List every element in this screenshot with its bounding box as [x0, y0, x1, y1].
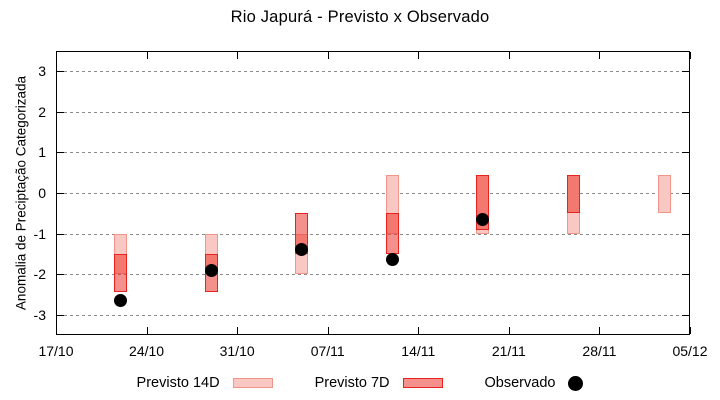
- dot-observado: [114, 294, 128, 307]
- bar-previsto-7d: [385, 213, 399, 254]
- gridline-y-1: [58, 152, 688, 154]
- y-tick-right: [682, 71, 689, 73]
- y-tick-label: 1: [38, 144, 46, 161]
- y-tick-left: [57, 111, 64, 113]
- bar-previsto-14d: [657, 174, 671, 214]
- y-tick-label: 2: [38, 103, 46, 120]
- bar-previsto-7d: [567, 174, 581, 214]
- x-tick-bottom: [508, 327, 510, 334]
- x-tick-bottom: [327, 327, 329, 334]
- x-tick-label: 07/11: [310, 343, 345, 359]
- legend: Previsto 14D Previsto 7D Observado: [0, 370, 720, 396]
- x-tick-label: 28/11: [582, 343, 617, 359]
- x-tick-top: [599, 52, 601, 59]
- x-tick-bottom: [599, 327, 601, 334]
- gridline-y--3: [58, 314, 688, 316]
- legend-label-observado: Observado: [484, 375, 556, 391]
- y-tick-right: [682, 111, 689, 113]
- x-tick-label: 05/12: [672, 343, 708, 359]
- gridline-y-0: [58, 193, 688, 194]
- x-tick-top: [56, 52, 57, 59]
- legend-swatch-previsto-7d-icon: [402, 378, 443, 388]
- legend-item-observado: Observado: [485, 375, 584, 391]
- y-tick-right: [682, 314, 689, 316]
- y-tick-right: [682, 193, 689, 194]
- x-tick-top: [327, 52, 329, 59]
- legend-label-previsto-7d: Previsto 7D: [314, 375, 390, 391]
- dot-observado: [204, 263, 218, 277]
- x-tick-label: 21/11: [491, 343, 526, 359]
- gridline-y--1: [58, 233, 688, 235]
- y-tick-label: 3: [38, 63, 46, 80]
- legend-item-previsto-7d: Previsto 7D: [315, 375, 443, 391]
- x-tick-label: 24/10: [129, 343, 165, 359]
- x-tick-bottom: [418, 327, 420, 334]
- x-tick-bottom: [146, 327, 148, 334]
- y-tick-left: [57, 152, 64, 154]
- gridline-y--2: [58, 274, 688, 276]
- x-tick-bottom: [56, 327, 57, 334]
- y-tick-left: [57, 233, 64, 235]
- legend-swatch-previsto-14d-icon: [232, 378, 273, 388]
- gridline-y-3: [58, 71, 688, 73]
- x-tick-top: [508, 52, 510, 59]
- y-tick-right: [682, 274, 689, 276]
- y-tick-label: -3: [33, 306, 46, 323]
- x-tick-top: [418, 52, 420, 59]
- x-tick-label: 14/11: [401, 343, 436, 359]
- legend-marker-observado-icon: [568, 375, 584, 391]
- x-tick-top: [690, 52, 691, 59]
- y-tick-label: 0: [38, 185, 46, 201]
- bar-previsto-7d: [114, 253, 128, 293]
- legend-label-previsto-14d: Previsto 14D: [136, 375, 220, 391]
- dot-observado: [476, 212, 490, 226]
- y-tick-label: -1: [33, 225, 46, 242]
- x-tick-label: 31/10: [219, 343, 255, 359]
- legend-item-previsto-14d: Previsto 14D: [137, 375, 273, 391]
- x-tick-bottom: [237, 327, 239, 334]
- y-tick-right: [682, 152, 689, 154]
- y-tick-left: [57, 314, 64, 316]
- gridline-y-2: [58, 111, 688, 113]
- plot-area: [56, 51, 690, 335]
- x-tick-top: [146, 52, 148, 59]
- y-tick-right: [682, 233, 689, 235]
- y-tick-left: [57, 71, 64, 73]
- chart-title: Rio Japurá - Previsto x Observado: [230, 8, 490, 26]
- dot-observado: [385, 253, 399, 267]
- x-tick-label: 17/10: [38, 343, 74, 359]
- dot-observado: [295, 243, 309, 257]
- x-tick-bottom: [690, 327, 691, 334]
- y-tick-label: -2: [33, 266, 46, 283]
- y-tick-left: [57, 274, 64, 276]
- y-tick-left: [57, 193, 64, 194]
- x-tick-top: [237, 52, 239, 59]
